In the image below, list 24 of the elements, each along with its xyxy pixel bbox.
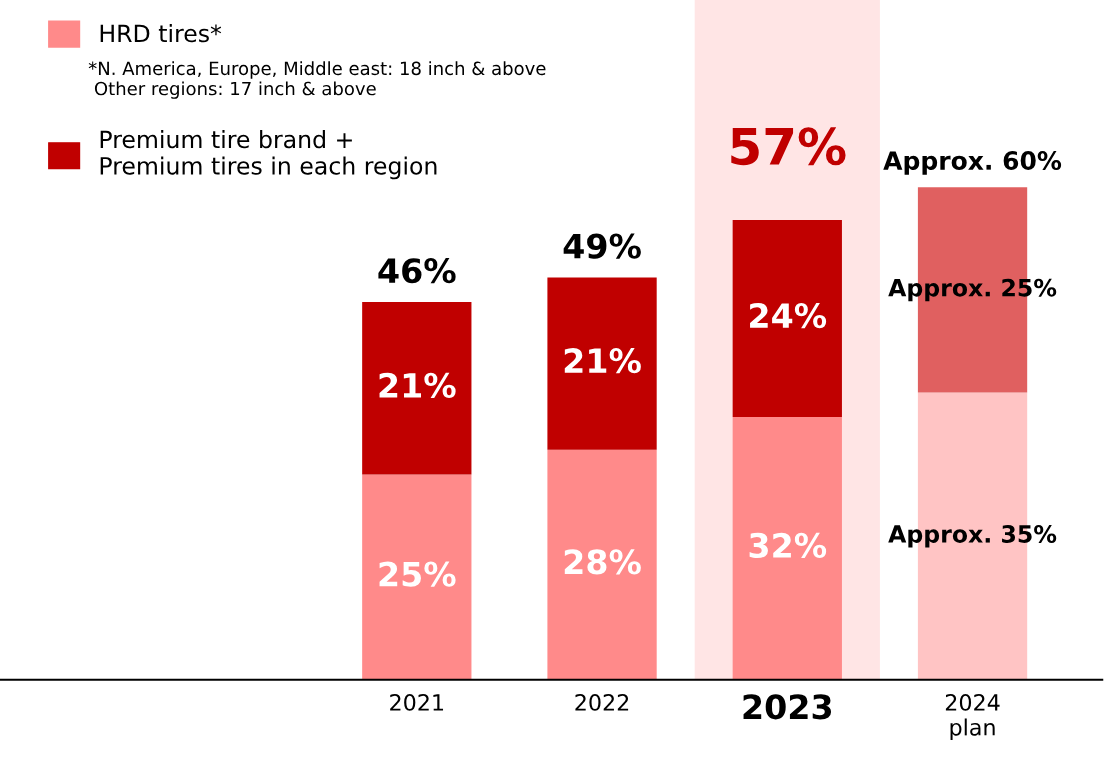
x-tick-label: 2021 [390, 693, 444, 711]
x-tick-label: 2023 [743, 694, 832, 720]
total-label: 46% [378, 258, 456, 284]
data-label: 21% [379, 372, 456, 398]
bar [362, 474, 472, 680]
bar [547, 449, 657, 680]
data-label: Approx. 35% [888, 525, 1057, 548]
data-label: 32% [749, 532, 827, 559]
bar [732, 417, 842, 680]
legend-label: Premium tire brand + Premium tires in each region [100, 130, 437, 180]
x-tick-label: 2022 [575, 693, 629, 711]
x-tick-label: 2024 plan [945, 693, 1000, 740]
legend-label: HRD tires* [100, 24, 222, 43]
bar [732, 220, 842, 418]
total-label: 57% [731, 127, 846, 166]
bar [547, 277, 657, 450]
total-label: 49% [563, 233, 641, 259]
data-label: 28% [564, 549, 641, 575]
data-label: 24% [750, 302, 827, 329]
text: *N. America, Europe, Middle east: 18 inch & above Other regions: 17 inch & above [88, 61, 546, 99]
total-label: Approx. 60% [883, 151, 1062, 175]
bar [362, 302, 472, 475]
data-label: 21% [564, 348, 641, 374]
data-label: 25% [379, 561, 456, 587]
